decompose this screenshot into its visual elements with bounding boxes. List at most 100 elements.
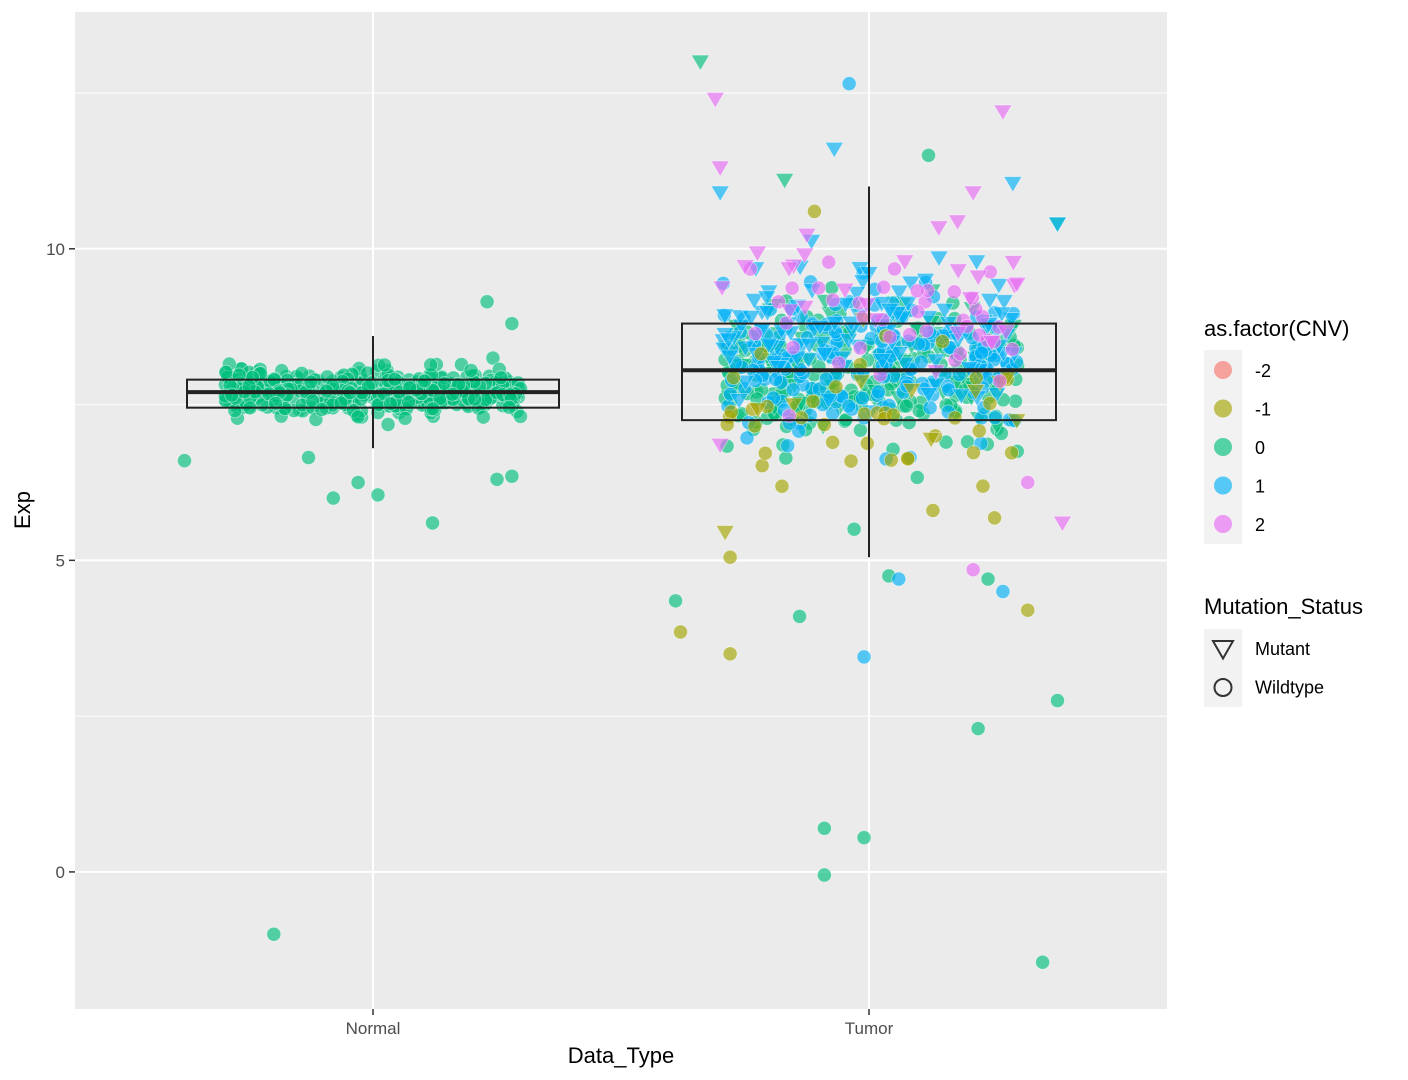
data-point-wildtype xyxy=(968,370,984,386)
color-legend-label: -2 xyxy=(1255,361,1271,381)
data-point-wildtype xyxy=(925,503,941,518)
data-point-mutant xyxy=(1003,176,1023,193)
data-point-mutant xyxy=(857,297,877,314)
data-point-wildtype xyxy=(397,410,413,426)
axes: 0 5 10 Normal Tumor Data_Type Exp xyxy=(10,240,894,1068)
data-point-wildtype xyxy=(475,409,491,425)
data-point-mutant xyxy=(895,254,915,271)
data-point-wildtype xyxy=(774,478,790,494)
data-point-wildtype xyxy=(825,292,841,308)
data-point-wildtype xyxy=(754,458,770,474)
data-point-mutant xyxy=(710,185,730,203)
data-point-mutant xyxy=(715,308,735,325)
data-point-wildtype xyxy=(876,279,892,295)
data-point-mutant xyxy=(1007,276,1027,294)
data-point-wildtype xyxy=(753,346,769,362)
data-point-mutant xyxy=(846,286,867,303)
data-point-mutant xyxy=(993,104,1013,122)
color-legend-label: 1 xyxy=(1255,477,1265,497)
data-point-mutant xyxy=(779,261,799,278)
data-point-wildtype xyxy=(301,450,316,465)
data-point-wildtype xyxy=(882,329,898,345)
data-point-mutant xyxy=(690,54,711,72)
data-point-wildtype xyxy=(921,147,936,163)
data-point-wildtype xyxy=(843,453,859,469)
y-tick-label: 0 xyxy=(56,863,65,882)
data-point-wildtype xyxy=(792,609,807,624)
data-point-wildtype xyxy=(857,406,872,422)
data-point-mutant xyxy=(915,272,936,290)
data-point-wildtype xyxy=(723,404,739,420)
data-point-mutant xyxy=(979,293,1000,310)
data-point-mutant xyxy=(895,356,915,374)
data-point-mutant xyxy=(818,392,839,410)
data-point-wildtype xyxy=(971,423,987,439)
data-point-mutant xyxy=(853,274,873,291)
data-point-wildtype xyxy=(218,364,234,380)
data-point-wildtype xyxy=(231,367,247,383)
data-point-mutant xyxy=(756,290,777,307)
data-point-mutant xyxy=(982,335,1002,352)
data-point-wildtype xyxy=(816,867,832,883)
data-point-mutant xyxy=(994,294,1014,311)
data-point-mutant xyxy=(925,353,946,371)
data-point-mutant xyxy=(712,280,732,298)
circle-icon xyxy=(1213,678,1233,697)
data-point-wildtype xyxy=(922,400,938,416)
color-legend-key xyxy=(1214,399,1232,418)
data-point-wildtype xyxy=(425,401,441,417)
x-tick-label: Tumor xyxy=(845,1019,894,1038)
color-legend-key xyxy=(1214,476,1232,495)
data-point-mutant xyxy=(715,525,735,542)
data-point-mutant xyxy=(824,141,844,159)
data-point-wildtype xyxy=(747,326,763,342)
data-point-wildtype xyxy=(350,409,366,425)
x-tick-label: Normal xyxy=(346,1019,401,1038)
data-point-wildtype xyxy=(910,304,926,320)
data-point-mutant xyxy=(757,305,778,322)
plot-panel xyxy=(75,12,1167,1009)
color-legend-title: as.factor(CNV) xyxy=(1204,316,1349,341)
data-point-mutant xyxy=(735,259,755,276)
data-point-wildtype xyxy=(739,430,755,446)
data-point-mutant xyxy=(947,214,968,231)
data-point-wildtype xyxy=(1008,393,1023,409)
data-point-wildtype xyxy=(854,390,870,406)
shape-legend-title: Mutation_Status xyxy=(1204,594,1363,619)
data-point-wildtype xyxy=(919,323,934,339)
data-point-mutant xyxy=(872,353,892,370)
data-point-mutant xyxy=(951,388,971,405)
data-point-wildtype xyxy=(1050,693,1065,708)
data-point-wildtype xyxy=(757,445,773,461)
data-point-wildtype xyxy=(722,549,738,565)
data-point-wildtype xyxy=(952,346,968,362)
data-point-mutant xyxy=(779,303,800,321)
data-point-wildtype xyxy=(974,345,989,361)
data-point-mutant xyxy=(934,302,955,320)
color-legend-label: 2 xyxy=(1255,515,1265,535)
data-point-mutant xyxy=(948,325,968,343)
data-point-mutant xyxy=(992,306,1012,324)
boxplots xyxy=(186,186,1057,558)
data-point-wildtype xyxy=(504,468,520,484)
data-point-wildtype xyxy=(479,294,495,310)
data-point-mutant xyxy=(798,352,819,369)
data-point-wildtype xyxy=(987,510,1002,526)
data-point-mutant xyxy=(741,310,761,327)
data-point-wildtype xyxy=(444,386,460,402)
data-point-wildtype xyxy=(784,280,800,296)
shape-legend-label: Wildtype xyxy=(1255,678,1324,698)
data-point-wildtype xyxy=(401,394,416,410)
data-point-wildtype xyxy=(947,410,963,426)
data-point-wildtype xyxy=(1020,475,1036,490)
data-point-wildtype xyxy=(467,391,483,407)
data-point-wildtype xyxy=(846,521,862,537)
data-point-mutant xyxy=(960,291,981,308)
data-point-mutant xyxy=(748,402,768,419)
x-axis-ticks: Normal Tumor xyxy=(346,1009,894,1038)
data-point-wildtype xyxy=(909,470,925,485)
data-point-wildtype xyxy=(768,371,784,387)
data-point-mutant xyxy=(774,173,795,190)
data-point-wildtype xyxy=(747,418,763,434)
data-point-mutant xyxy=(996,324,1016,341)
